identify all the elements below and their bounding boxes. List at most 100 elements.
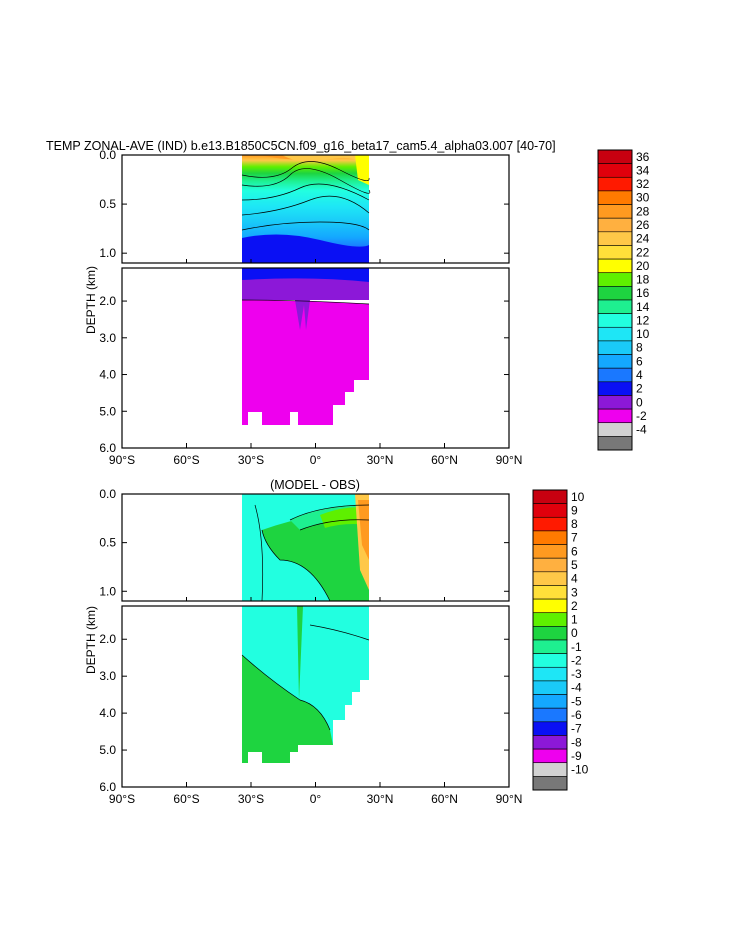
- colorbar-box: [532, 516, 568, 532]
- colorbar-label: 5: [571, 558, 578, 572]
- colorbar-label: 20: [636, 259, 650, 273]
- colorbar-label: 9: [571, 503, 578, 517]
- colorbar-box: [532, 571, 568, 586]
- colorbar-label: -4: [571, 681, 582, 695]
- x-tick-label: 60°S: [173, 453, 199, 467]
- colorbar-box: [532, 489, 568, 504]
- colorbar-box: [597, 204, 633, 219]
- colorbar-label: 26: [636, 218, 650, 232]
- colorbar-label: -9: [571, 749, 582, 763]
- colorbar-box: [532, 666, 568, 682]
- colorbar-label: -3: [571, 667, 582, 681]
- colorbar-box: [532, 626, 568, 641]
- colorbar-label: -7: [571, 722, 582, 736]
- colorbar-box: [532, 557, 568, 573]
- colorbar-box: [597, 217, 633, 233]
- y-tick-label: 3.0: [99, 331, 116, 345]
- colorbar-label: -4: [636, 423, 647, 437]
- y-tick-label: 6.0: [99, 441, 116, 455]
- colorbar-label: -6: [571, 708, 582, 722]
- colorbar-label: 24: [636, 232, 650, 246]
- colorbar-box: [532, 680, 568, 695]
- colorbar-box: [597, 422, 633, 437]
- colorbar-box: [597, 436, 633, 451]
- colorbar-label: 18: [636, 273, 650, 287]
- colorbar-label: 32: [636, 177, 650, 191]
- y-tick-label: 4.0: [99, 706, 116, 720]
- colorbar-box: [532, 544, 568, 559]
- x-tick-label: 30°S: [238, 792, 264, 806]
- colorbar-label: 7: [571, 531, 578, 545]
- colorbar-label: 14: [636, 300, 650, 314]
- y-tick-label: 4.0: [99, 368, 116, 382]
- colorbar-label: -2: [571, 653, 582, 667]
- colorbar-box: [532, 530, 568, 545]
- colorbar-label: -10: [571, 763, 589, 777]
- diff-upper-field: [242, 494, 370, 601]
- colorbar-label: 0: [636, 395, 643, 409]
- colorbar-label: 12: [636, 313, 650, 327]
- y-tick-label: 2.0: [99, 632, 116, 646]
- colorbar-box: [532, 653, 568, 668]
- temp-lower-field: [241, 268, 370, 425]
- y-axis-label: DEPTH (km): [84, 266, 98, 334]
- colorbar-box: [597, 245, 633, 260]
- y-tick-label: 1.0: [99, 584, 116, 598]
- colorbar-label: -1: [571, 640, 582, 654]
- colorbar-label: 28: [636, 204, 650, 218]
- colorbar-label: -8: [571, 735, 582, 749]
- temp-upper-field: [241, 155, 371, 263]
- colorbar-box: [597, 367, 633, 383]
- colorbar-frame: [532, 489, 568, 791]
- y-tick-label: 0.0: [99, 148, 116, 162]
- colorbar-label: 22: [636, 245, 650, 259]
- colorbar-box: [597, 326, 633, 342]
- colorbar-box: [532, 598, 568, 614]
- colorbar-box: [532, 612, 568, 627]
- colorbar-box: [597, 286, 633, 301]
- y-tick-label: 6.0: [99, 780, 116, 794]
- x-tick-label: 30°N: [367, 792, 394, 806]
- colorbar-label: 36: [636, 150, 650, 164]
- colorbar-label: 3: [571, 585, 578, 599]
- y-tick-label: 2.0: [99, 294, 116, 308]
- colorbar-box: [532, 707, 568, 723]
- chart-title-diff: (MODEL - OBS): [270, 478, 360, 492]
- x-tick-label: 90°S: [109, 792, 135, 806]
- colorbar-frame: [597, 149, 633, 451]
- colorbar-label: 8: [636, 341, 643, 355]
- colorbar-box: [597, 354, 633, 369]
- colorbar-label: 6: [571, 544, 578, 558]
- colorbar-box: [597, 163, 633, 178]
- x-tick-label: 0°: [310, 792, 322, 806]
- colorbar-box: [597, 340, 633, 355]
- colorbar-box: [532, 776, 568, 791]
- colorbar-box: [532, 503, 568, 518]
- diff-lower-field: [241, 606, 370, 763]
- chart-title-temp: TEMP ZONAL-AVE (IND) b.e13.B1850C5CN.f09…: [46, 139, 556, 153]
- colorbar-label: 2: [636, 382, 643, 396]
- y-tick-label: 3.0: [99, 669, 116, 683]
- colorbar-label: 4: [636, 368, 643, 382]
- colorbar-label: 4: [571, 572, 578, 586]
- colorbar-label: 6: [636, 354, 643, 368]
- colorbar-box: [597, 176, 633, 192]
- y-tick-label: 1.0: [99, 246, 116, 260]
- colorbar-box: [532, 735, 568, 750]
- colorbar-label: 30: [636, 191, 650, 205]
- y-tick-label: 0.5: [99, 197, 116, 211]
- y-tick-label: 5.0: [99, 743, 116, 757]
- colorbar-box: [597, 299, 633, 314]
- colorbar-label: 0: [571, 626, 578, 640]
- colorbar-box: [532, 694, 568, 709]
- colorbar-box: [532, 639, 568, 654]
- colorbar-label: 1: [571, 613, 578, 627]
- x-tick-label: 90°N: [496, 792, 523, 806]
- colorbar-box: [597, 272, 633, 287]
- colorbar-box: [597, 149, 633, 164]
- colorbar-box: [597, 258, 633, 274]
- colorbar-box: [532, 721, 568, 736]
- colorbar-label: 2: [571, 599, 578, 613]
- x-tick-label: 60°N: [431, 792, 458, 806]
- x-tick-label: 0°: [310, 453, 322, 467]
